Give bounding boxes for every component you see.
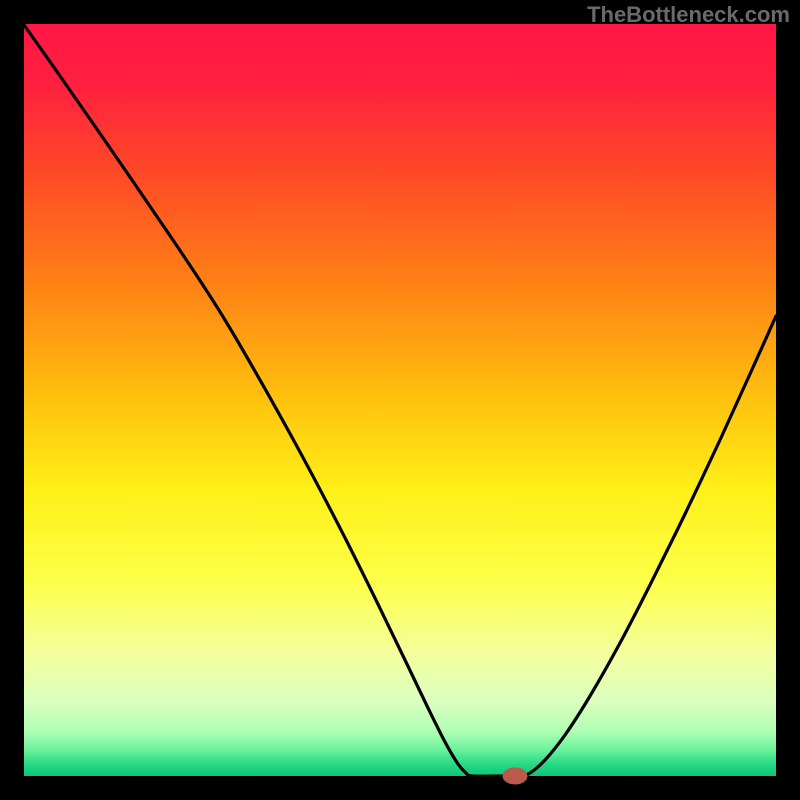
optimal-point-marker (503, 768, 527, 784)
watermark-label: TheBottleneck.com (587, 2, 790, 28)
bottleneck-chart-svg (0, 0, 800, 800)
plot-background (24, 24, 776, 776)
chart-frame: TheBottleneck.com (0, 0, 800, 800)
